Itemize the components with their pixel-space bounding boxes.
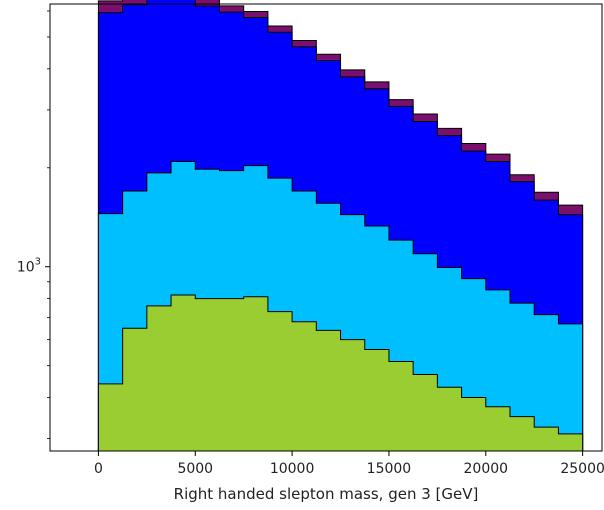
x-tick-label: 20000 xyxy=(464,461,509,477)
x-axis: 0 5000 10000 15000 20000 25000 xyxy=(94,451,604,477)
x-tick-label: 15000 xyxy=(367,461,412,477)
x-tick-label: 0 xyxy=(94,461,103,477)
x-tick-label: 10000 xyxy=(270,461,315,477)
plot-frame xyxy=(49,3,603,452)
x-tick-label: 5000 xyxy=(177,461,213,477)
series-layer xyxy=(97,0,584,452)
y-axis: 103 xyxy=(17,10,50,439)
y-tick-label: 103 xyxy=(17,257,41,276)
x-tick-label: 25000 xyxy=(560,461,604,477)
x-axis-label: Right handed slepton mass, gen 3 [GeV] xyxy=(174,485,479,503)
series-0-histogram xyxy=(97,294,584,452)
